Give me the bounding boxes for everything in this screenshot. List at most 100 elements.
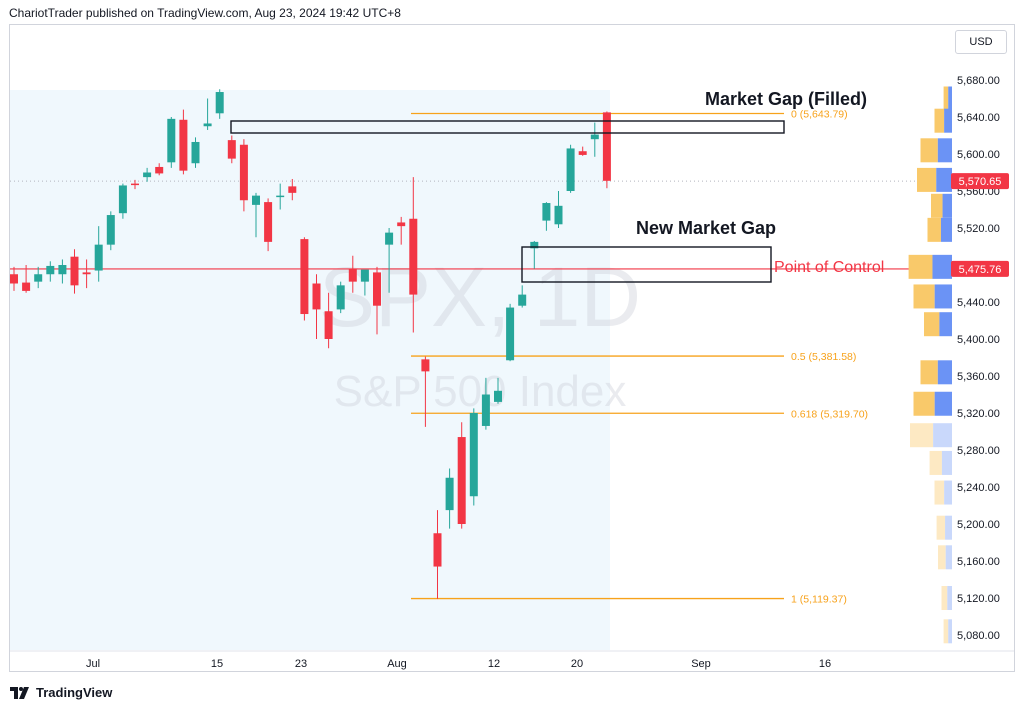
candle (191, 137, 200, 168)
fib-level-label: 1 (5,119.37) (791, 594, 847, 606)
price-tick: 5,400.00 (957, 334, 1000, 346)
volume-bar-down (934, 391, 952, 416)
price-tick: 5,240.00 (957, 482, 1000, 494)
candle (590, 122, 599, 157)
candle (94, 226, 103, 282)
candle (239, 139, 248, 212)
volume-bar-down (948, 619, 952, 644)
currency-button[interactable]: USD (955, 30, 1007, 54)
price-tick: 5,440.00 (957, 297, 1000, 309)
candle (602, 111, 611, 189)
footer-brand-text: TradingView (36, 685, 113, 700)
candle (348, 255, 357, 293)
volume-bar-up (920, 138, 938, 163)
candle (421, 356, 430, 427)
candle (215, 89, 224, 119)
price-tick: 5,160.00 (957, 556, 1000, 568)
volume-bar-up (913, 391, 935, 416)
candle (264, 198, 273, 252)
time-tick: 20 (571, 658, 583, 670)
volume-bar-down (947, 586, 952, 610)
candle (167, 117, 176, 168)
candle (179, 109, 188, 175)
fibonacci-retracement[interactable]: 0 (5,643.79) 0.5 (5,381.58) 0.618 (5,319.7… (411, 108, 868, 606)
volume-bar-up (917, 167, 937, 192)
candle (530, 240, 539, 269)
candle (58, 259, 67, 284)
footer-brand[interactable]: TradingView (10, 685, 112, 700)
market-gap-filled-box[interactable] (230, 120, 785, 134)
fib-level-label: 0.5 (5,381.58) (791, 351, 856, 363)
volume-bar-down (937, 138, 952, 163)
candle (143, 167, 152, 182)
candle (288, 178, 297, 201)
price-axis[interactable]: 5,680.005,640.005,600.005,560.005,520.00… (957, 75, 1000, 642)
candle (506, 303, 515, 362)
candle (227, 135, 236, 164)
candle (46, 261, 55, 282)
volume-bar-up (943, 619, 949, 644)
candle (10, 266, 18, 291)
candle (409, 177, 418, 333)
new-market-gap-box[interactable] (521, 246, 772, 283)
candle (336, 281, 345, 314)
price-tick: 5,120.00 (957, 593, 1000, 605)
volume-bar-up (913, 284, 935, 309)
volume-bar-up (920, 360, 938, 385)
tradingview-logo-icon (10, 686, 29, 699)
candle (276, 183, 285, 210)
volume-bar-down (944, 480, 952, 505)
volume-bar-down (932, 254, 952, 279)
volume-bar-up (931, 193, 943, 218)
candle (457, 422, 466, 529)
volume-bar-up (943, 86, 949, 111)
volume-bar-up (910, 423, 934, 448)
candle (494, 377, 502, 404)
candle (554, 191, 563, 228)
candle (445, 468, 454, 529)
candle (131, 179, 139, 190)
volume-bar-down (937, 360, 952, 385)
watermark-name: S&P 500 Index (334, 367, 627, 416)
volume-bar-down (941, 450, 952, 475)
candle (106, 211, 115, 251)
candle (566, 144, 575, 193)
volume-bar-down (933, 423, 952, 448)
candle (82, 259, 91, 289)
candle (300, 237, 309, 321)
candle (578, 146, 587, 156)
candles (10, 89, 611, 599)
fib-level-label: 0.618 (5,319.70) (791, 408, 868, 420)
candle (518, 285, 527, 308)
volume-bar-up (908, 254, 933, 279)
current-price-label: 5,570.65 (959, 176, 1002, 188)
poc-price-tag (951, 260, 1009, 277)
volume-bar-up (924, 312, 940, 337)
new-market-gap-label: New Market Gap (636, 218, 776, 238)
price-tick: 5,680.00 (957, 75, 1000, 87)
candle (373, 266, 381, 335)
time-tick: 23 (295, 658, 307, 670)
market-gap-filled-label: Market Gap (Filled) (705, 89, 867, 109)
volume-bar-down (948, 86, 952, 111)
candle (360, 269, 369, 296)
candle (312, 274, 321, 339)
time-tick: 12 (488, 658, 500, 670)
volume-bar-up (936, 515, 946, 540)
poc-price-label: 5,475.76 (959, 264, 1002, 276)
price-tick: 5,200.00 (957, 519, 1000, 531)
price-tick: 5,320.00 (957, 408, 1000, 420)
volume-profile (908, 86, 952, 644)
volume-bar-up (929, 450, 942, 475)
candle (324, 292, 333, 349)
fib-level-label: 0 (5,643.79) (791, 108, 848, 120)
volume-bar-up (938, 545, 946, 570)
price-tick: 5,520.00 (957, 223, 1000, 235)
volume-bar-down (945, 515, 952, 540)
time-axis[interactable]: Jul 15 23 Aug 12 20 Sep 16 (86, 658, 831, 670)
watermark-symbol: SPX, 1D (319, 250, 641, 344)
volume-bar-up (927, 217, 941, 242)
price-tick: 5,080.00 (957, 630, 1000, 642)
time-tick: Jul (86, 658, 100, 670)
